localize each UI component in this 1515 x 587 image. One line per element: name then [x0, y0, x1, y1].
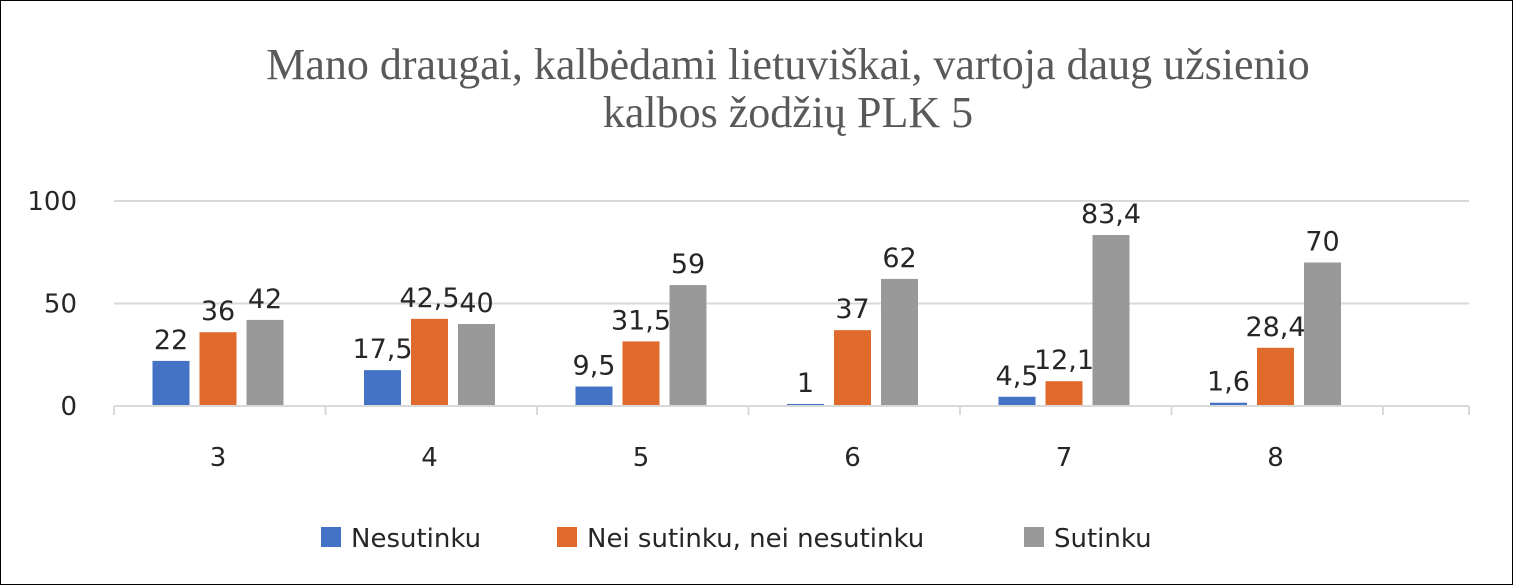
data-label: 37 — [835, 294, 869, 325]
chart-title-line: Mano draugai, kalbėdami lietuviškai, var… — [266, 40, 1309, 89]
bar — [364, 370, 401, 406]
bar — [411, 318, 448, 406]
bar — [787, 403, 824, 406]
data-label: 36 — [201, 296, 235, 327]
bar — [834, 330, 871, 406]
data-label: 28,4 — [1245, 312, 1305, 343]
x-tick-label: 6 — [844, 443, 861, 473]
legend-item: Nesutinku — [321, 524, 481, 554]
x-tick-label: 4 — [421, 443, 438, 473]
x-tick-label: 8 — [1267, 443, 1284, 473]
bar — [622, 341, 660, 406]
data-label: 1 — [797, 368, 814, 399]
data-label: 59 — [671, 249, 705, 280]
data-label: 70 — [1305, 227, 1339, 258]
data-label: 12,1 — [1034, 345, 1094, 376]
data-label: 17,5 — [352, 334, 412, 365]
legend-label: Nei sutinku, nei nesutinku — [587, 524, 924, 554]
data-label: 22 — [154, 325, 188, 356]
data-label: 42 — [248, 284, 282, 315]
y-axis-ticks: 0 50 100 — [27, 187, 77, 422]
data-label: 1,6 — [1207, 367, 1250, 398]
data-label: 62 — [882, 243, 916, 274]
bar — [575, 386, 613, 406]
legend-item: Sutinku — [1024, 524, 1152, 554]
y-tick-label: 50 — [44, 290, 77, 320]
x-axis-ticks: 3 4 5 6 7 8 — [210, 443, 1284, 473]
x-tick-label: 3 — [210, 443, 227, 473]
y-tick-label: 100 — [27, 187, 77, 217]
bars — [152, 235, 1341, 406]
bar — [1210, 402, 1247, 406]
gridlines — [114, 200, 1469, 305]
legend-swatch — [1024, 527, 1044, 547]
bar — [1304, 262, 1341, 406]
data-label: 83,4 — [1081, 199, 1141, 230]
legend: Nesutinku Nei sutinku, nei nesutinku Sutin… — [321, 524, 1152, 554]
x-tick-label: 5 — [633, 443, 650, 473]
chart-title-line: kalbos žodžių PLK 5 — [603, 88, 973, 137]
legend-swatch — [321, 527, 341, 547]
x-tick-label: 7 — [1056, 443, 1073, 473]
y-tick-label: 0 — [60, 392, 77, 422]
legend-label: Nesutinku — [351, 524, 481, 554]
bar — [669, 285, 707, 406]
data-labels: 22 36 42 17,5 42,5 40 9,5 31,559 1 37 62 4,512,1 83,… — [154, 199, 1340, 399]
data-label: 40 — [459, 288, 493, 319]
legend-label: Sutinku — [1054, 524, 1152, 554]
bar — [1092, 235, 1130, 406]
bar — [1257, 347, 1294, 406]
bar — [998, 396, 1036, 406]
chart-title: Mano draugai, kalbėdami lietuviškai, var… — [266, 40, 1309, 137]
data-label: 4,5 — [996, 361, 1039, 392]
bar — [246, 319, 284, 406]
data-label: 31,5 — [611, 305, 671, 336]
legend-item: Nei sutinku, nei nesutinku — [557, 524, 924, 554]
data-label: 42,5 — [399, 283, 459, 314]
bar — [881, 278, 918, 406]
bar — [199, 332, 237, 406]
bar — [152, 360, 190, 406]
data-label: 9,5 — [573, 351, 616, 382]
x-axis — [113, 405, 1470, 415]
bar — [458, 324, 495, 406]
bar — [1045, 381, 1083, 406]
legend-swatch — [557, 527, 577, 547]
